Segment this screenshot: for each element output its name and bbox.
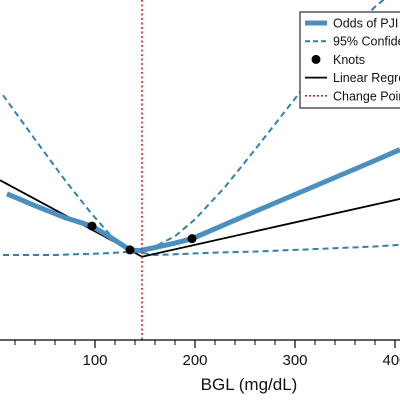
x-tick-label-0: 100 — [82, 352, 107, 369]
legend-marker-2 — [311, 54, 321, 64]
x-tick-label-3: 400 — [382, 352, 400, 369]
x-tick-label-2: 300 — [282, 352, 307, 369]
legend-label-3: Linear Regre — [333, 71, 400, 85]
legend-label-4: Change Poin — [333, 89, 400, 103]
legend-label-1: 95% Confide — [333, 35, 400, 49]
x-axis-title: BGL (mg/dL) — [201, 375, 298, 394]
knot-point-2 — [187, 234, 197, 244]
legend-label-2: Knots — [333, 53, 365, 67]
knot-point-0 — [87, 221, 97, 231]
series-line-3 — [0, 179, 400, 258]
legend-label-0: Odds of PJI — [333, 17, 398, 31]
x-axis: 100 200 300 400 — [0, 339, 400, 369]
legend: Odds of PJI 95% Confide Knots Linear Regre C… — [299, 11, 400, 109]
series-line-2 — [3, 243, 400, 257]
x-tick-label-1: 200 — [182, 352, 207, 369]
knot-point-1 — [125, 245, 135, 255]
series-line-0 — [6, 147, 400, 254]
